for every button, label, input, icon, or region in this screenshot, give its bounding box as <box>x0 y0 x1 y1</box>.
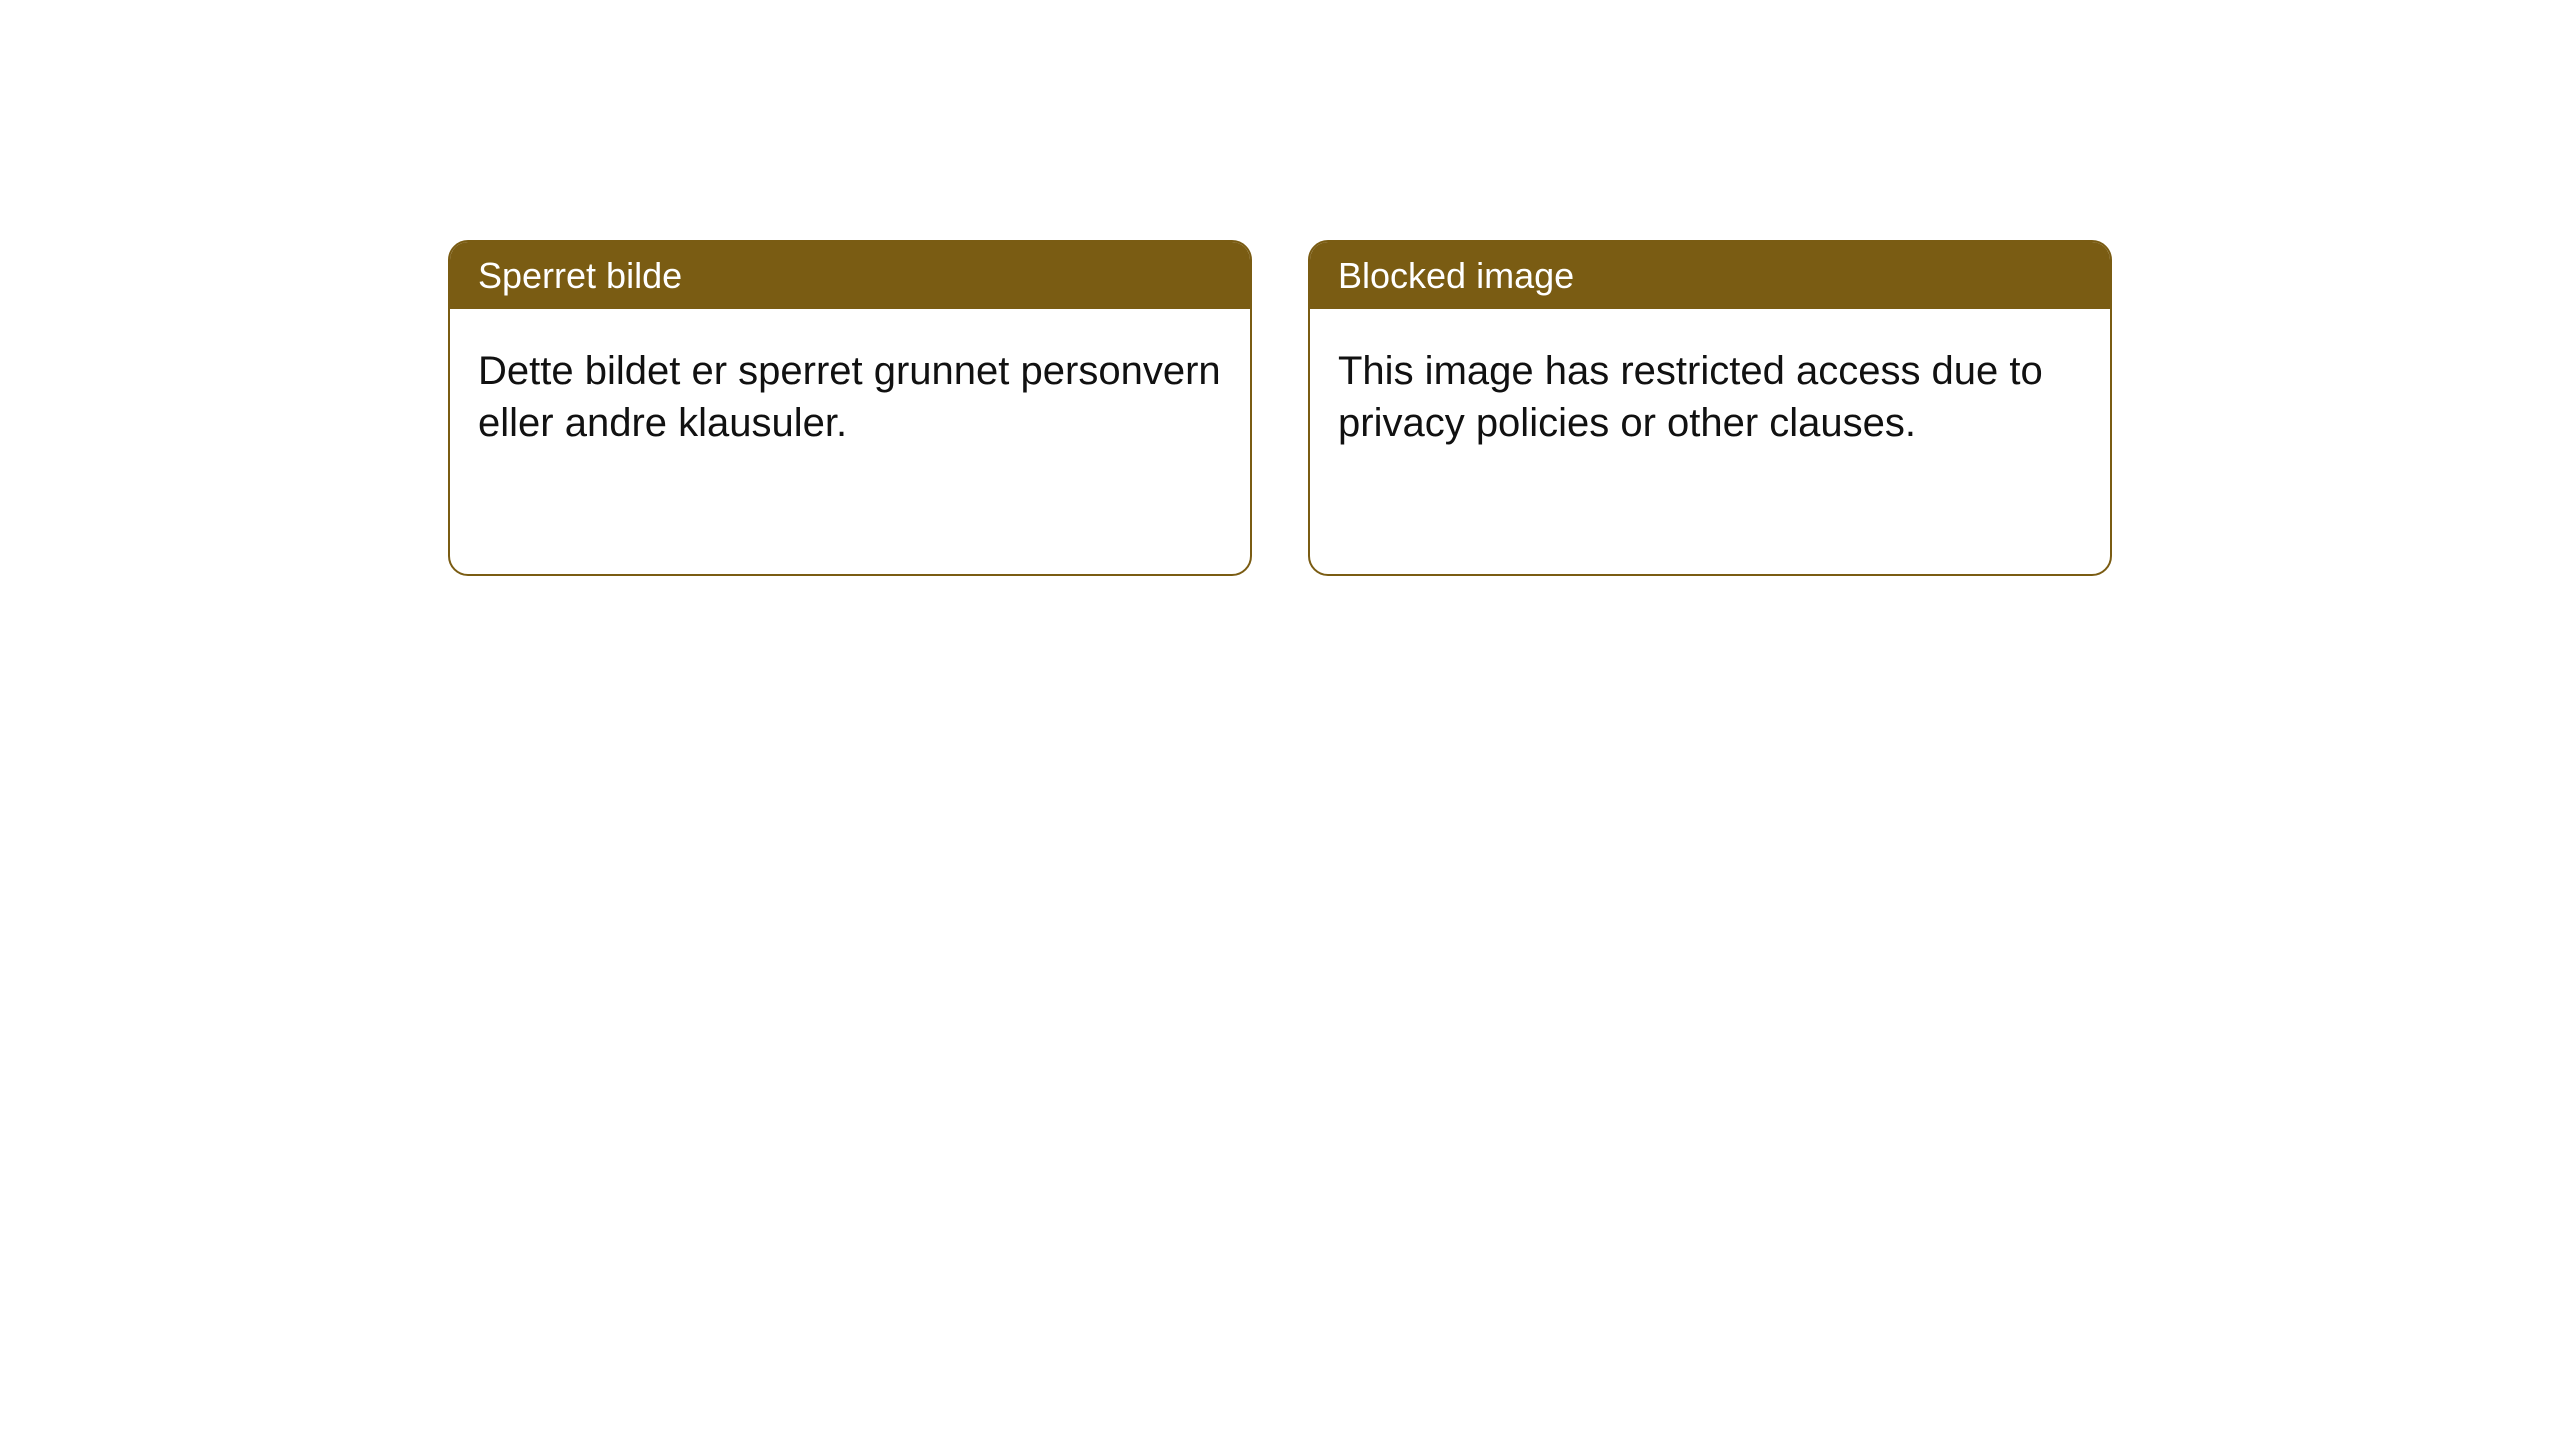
notice-card-no-header: Sperret bilde <box>450 242 1250 309</box>
notice-card-en: Blocked image This image has restricted … <box>1308 240 2112 576</box>
notice-card-no: Sperret bilde Dette bildet er sperret gr… <box>448 240 1252 576</box>
notice-container: Sperret bilde Dette bildet er sperret gr… <box>448 240 2112 576</box>
notice-card-en-body: This image has restricted access due to … <box>1310 309 2110 485</box>
notice-card-no-body: Dette bildet er sperret grunnet personve… <box>450 309 1250 485</box>
notice-card-en-header: Blocked image <box>1310 242 2110 309</box>
